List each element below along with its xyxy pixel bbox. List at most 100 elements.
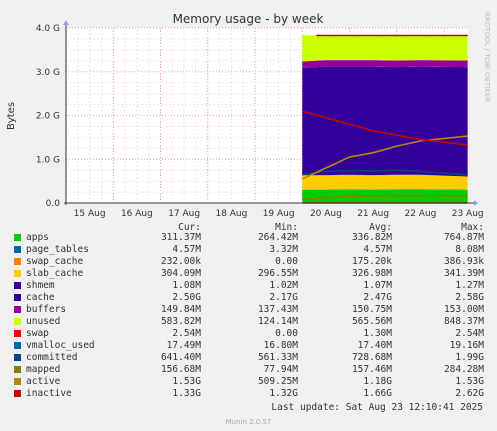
header-avg: Avg: [369,222,392,233]
legend-swatch [14,390,21,397]
legend-swatch [14,366,21,373]
x-tick-label: 15 Aug [74,209,106,219]
y-tick-label: 3.0 G [36,68,60,78]
legend-name: mapped [26,364,61,375]
legend-swatch [14,306,21,313]
legend-name: unused [26,316,61,327]
legend-swatch [14,258,21,265]
legend-min-value: 137.43M [257,304,298,315]
legend-min-value: 3.32M [269,244,298,255]
legend-max-value: 2.54M [455,328,484,339]
legend-name: inactive [26,388,72,399]
legend-name: apps [26,232,49,243]
legend-row-active: active 1.53G 509.25M 1.18G 1.53G [0,376,497,388]
legend-row-shmem: shmem 1.08M 1.02M 1.07M 1.27M [0,280,497,292]
legend-row-swap: swap 2.54M 0.00 1.30M 2.54M [0,328,497,340]
legend-name: committed [26,352,78,363]
x-tick-label: 16 Aug [121,209,153,219]
legend-max-value: 1.99G [455,352,484,363]
line-mapped [302,194,468,201]
x-tick-label: 20 Aug [310,209,342,219]
legend-swatch [14,270,21,277]
legend-row-committed: committed 641.40M 561.33M 728.68M 1.99G [0,352,497,364]
legend-cur-value: 2.54M [172,328,201,339]
legend-max-value: 2.58G [455,292,484,303]
legend-swatch [14,282,21,289]
y-axis-arrow [63,20,69,25]
line-active [301,135,468,180]
legend-name: swap_cache [26,256,84,267]
legend-name: page_tables [26,244,89,255]
legend-row-mapped: mapped 156.68M 77.94M 157.46M 284.28M [0,364,497,376]
legend-cur-value: 583.82M [160,316,201,327]
x-axis-arrow [474,200,478,206]
legend-avg-value: 728.68M [351,352,392,363]
legend-cur-value: 156.68M [160,364,201,375]
memory-chart: Memory usage - by week Bytes RRDTOOL / T… [6,12,491,219]
legend-name: active [26,376,61,387]
legend-name: slab_cache [26,268,84,279]
legend-max-value: 341.39M [443,268,484,279]
legend-cur-value: 149.84M [160,304,201,315]
legend-avg-value: 4.57M [363,244,392,255]
legend-cur-value: 4.57M [172,244,201,255]
legend-avg-value: 150.75M [351,304,392,315]
legend-cur-value: 17.49M [166,340,201,351]
legend-swatch [14,330,21,337]
legend-cur-value: 232.00k [160,256,201,267]
legend-row-cache: cache 2.50G 2.17G 2.47G 2.58G [0,292,497,304]
legend-min-value: 1.02M [269,280,298,291]
axis-ticks: 0.0 1.0 G 2.0 G 3.0 G 4.0 G 15 Aug 16 Aug 17 Au… [36,24,484,219]
area-buffers [302,60,468,68]
legend-avg-value: 17.40M [357,340,392,351]
legend-row-slab_cache: slab_cache 304.09M 296.55M 326.98M 341.39M [0,268,497,280]
area-slab_cache [302,174,468,190]
x-tick-label: 19 Aug [263,209,295,219]
stacked-areas [302,35,468,203]
legend-cur-value: 304.09M [160,268,201,279]
legend-avg-value: 1.18G [363,376,392,387]
munin-version: Munin 2.0.57 [225,418,272,426]
legend-avg-value: 1.30M [363,328,392,339]
legend-max-value: 2.62G [455,388,484,399]
legend-swatch [14,294,21,301]
legend-swatch [14,318,21,325]
legend-avg-value: 336.82M [351,232,392,243]
legend-min-value: 509.25M [257,376,298,387]
area-page_tables [302,189,468,190]
legend-row-swap_cache: swap_cache 232.00k 0.00 175.20k 386.93k [0,256,497,268]
header-max: Max: [461,222,484,233]
y-tick-label: 4.0 G [36,24,60,34]
legend-max-value: 764.87M [443,232,484,243]
x-tick-label: 18 Aug [215,209,247,219]
legend-avg-value: 2.47G [363,292,392,303]
legend-swatch [14,234,21,241]
legend-min-value: 561.33M [257,352,298,363]
x-tick-label: 23 Aug [452,209,484,219]
legend-swatch [14,378,21,385]
legend-max-value: 386.93k [443,256,484,267]
legend-min-value: 0.00 [275,256,298,267]
legend-row-vmalloc_used: vmalloc_used 17.49M 16.80M 17.40M 19.16M [0,340,497,352]
legend-max-value: 848.37M [443,316,484,327]
legend-cur-value: 2.50G [172,292,201,303]
legend-max-value: 1.27M [455,280,484,291]
header-cur: Cur: [178,222,201,233]
x-tick-label: 21 Aug [357,209,389,219]
legend-swatch [14,246,21,253]
area-cache [302,66,468,177]
legend-row-apps: apps 311.37M 264.42M 336.82M 764.87M [0,232,497,244]
legend-avg-value: 157.46M [351,364,392,375]
legend-row-unused: unused 583.82M 124.14M 565.56M 848.37M [0,316,497,328]
legend-name: shmem [26,280,55,291]
legend-row-buffers: buffers 149.84M 137.43M 150.75M 153.00M [0,304,497,316]
legend-min-value: 1.32G [269,388,298,399]
legend-max-value: 19.16M [449,340,484,351]
legend-max-value: 1.53G [455,376,484,387]
y-tick-label: 2.0 G [36,112,60,122]
legend-cur-value: 1.33G [172,388,201,399]
line-inactive [302,110,468,146]
y-tick-label: 1.0 G [36,155,60,165]
legend-cur-value: 311.37M [160,232,201,243]
legend-avg-value: 326.98M [351,268,392,279]
